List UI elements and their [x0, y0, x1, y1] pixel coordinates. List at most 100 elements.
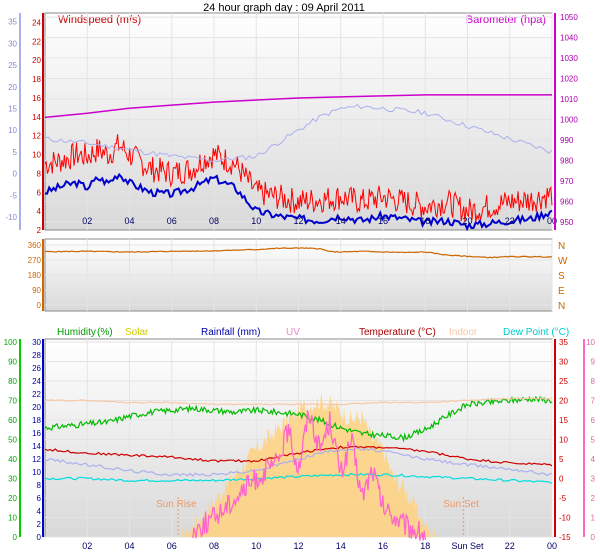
uv-tick-label: 3	[591, 475, 596, 484]
temperature-tick-label: -15	[559, 533, 571, 542]
wind-baro-grid	[45, 13, 553, 230]
compass-label: N	[558, 241, 565, 252]
wind-baro-series-average	[44, 172, 553, 232]
sun-rise-label: Sun Rise	[156, 499, 197, 510]
multi-header-label: Solar	[125, 327, 149, 338]
rainfall-tick-label: 24	[32, 377, 41, 386]
humidity-tick-label: 70	[8, 397, 17, 406]
multi-x-tick-label: 14	[336, 541, 346, 551]
multi-header-label: Temperature (°C)	[359, 327, 436, 338]
multi-header-label: UV	[286, 327, 300, 338]
wind-baro-series	[44, 94, 553, 232]
temperature-tick-label: -10	[559, 514, 571, 523]
temperature-tick-label: 0	[559, 475, 564, 484]
humidity-tick-label: 60	[8, 416, 17, 425]
wind-baro-x-tick-label: 20	[462, 216, 472, 226]
barometer-tick-label: 990	[560, 136, 574, 145]
temperature-tick-label: 15	[559, 416, 568, 425]
windspeed-tick-label: 24	[32, 18, 41, 27]
barometer-tick-label: 1010	[560, 95, 578, 104]
temperature-tick-label: 20	[559, 397, 568, 406]
uv-tick-label: 4	[591, 455, 596, 464]
multi-header-label: Dew Point (°C)	[503, 327, 569, 338]
rainfall-tick-label: 4	[37, 507, 42, 516]
outer-temp-tick-label: 0	[13, 170, 18, 179]
multi-x-tick-label: Sun Set	[451, 541, 484, 551]
barometer-tick-label: 970	[560, 177, 574, 186]
humidity-tick-label: 0	[13, 533, 18, 542]
outer-temp-tick-label: 20	[8, 83, 17, 92]
humidity-tick-label: 10	[8, 514, 17, 523]
outer-temp-tick-label: 5	[13, 148, 18, 157]
wind-baro-x-tick-label: 16	[378, 216, 388, 226]
uv-tick-label: 1	[591, 514, 596, 523]
barometer-label: Barometer (hpa)	[466, 14, 546, 26]
uv-tick-label: 2	[591, 494, 596, 503]
uv-tick-label: 7	[591, 397, 596, 406]
multi-x-tick-label: 08	[209, 541, 219, 551]
multi-x-tick-label: 02	[82, 541, 92, 551]
windspeed-tick-label: 14	[32, 113, 41, 122]
wind-baro-x-tick-label: 18	[420, 216, 430, 226]
barometer-tick-label: 1020	[560, 75, 578, 84]
barometer-tick-label: 1050	[560, 13, 578, 22]
multi-header-label: Humidity	[57, 327, 96, 338]
multi-series-uv	[192, 410, 426, 541]
rainfall-tick-label: 10	[32, 468, 41, 477]
multi-x-tick-label: 16	[378, 541, 388, 551]
windspeed-tick-label: 10	[32, 151, 41, 160]
windspeed-tick-label: 22	[32, 37, 41, 46]
compass-label: S	[558, 271, 565, 282]
rainfall-tick-label: 16	[32, 429, 41, 438]
graph-title: 24 hour graph day : 09 April 2011	[203, 2, 365, 14]
sun-set-label: Sun Set	[443, 499, 479, 510]
barometer-tick-label: 980	[560, 156, 574, 165]
rainfall-tick-label: 0	[37, 533, 42, 542]
multi-x-tick-label: 18	[420, 541, 430, 551]
wind-baro-x-tick-label: 02	[82, 216, 92, 226]
barometer-tick-label: 1030	[560, 54, 578, 63]
multi-header-label: (%)	[97, 327, 113, 338]
wind-baro-series-gust	[44, 134, 553, 223]
outer-temp-tick-label: 15	[8, 104, 17, 113]
wind-baro-x-tick-label: 12	[293, 216, 303, 226]
multi-series-outer	[44, 447, 553, 477]
multi-header-labels: Humidity (%) Solar Rainfall (mm) UV Temperatu…	[57, 327, 569, 338]
rainfall-tick-label: 8	[37, 481, 42, 490]
uv-tick-label: 9	[591, 358, 596, 367]
temperature-tick-label: -5	[559, 494, 567, 503]
multi-x-tick-label: 10	[251, 541, 261, 551]
rainfall-tick-label: 26	[32, 364, 41, 373]
outer-temp-tick-label: 35	[8, 18, 17, 27]
multi-header-label: Rainfall (mm)	[201, 327, 260, 338]
humidity-tick-label: 40	[8, 455, 17, 464]
uv-tick-label: 6	[591, 416, 596, 425]
wind-direction-tick-label: 0	[37, 301, 42, 310]
outer-temp-tick-label: -10	[5, 213, 17, 222]
solar-area	[182, 392, 436, 537]
multi-series-dew_point	[44, 472, 553, 485]
rainfall-tick-label: 18	[32, 416, 41, 425]
multi-series-indoor	[44, 397, 553, 406]
humidity-tick-label: 50	[8, 436, 17, 445]
humidity-tick-label: 90	[8, 358, 17, 367]
compass-label: N	[558, 301, 565, 312]
outer-temp-tick-label: -5	[10, 191, 18, 200]
multi-x-tick-label: 04	[124, 541, 134, 551]
rainfall-tick-label: 6	[37, 494, 42, 503]
humidity-tick-label: 30	[8, 475, 17, 484]
rainfall-tick-label: 2	[37, 520, 42, 529]
multi-series-humidity	[44, 395, 553, 443]
wind-direction-series-direction	[44, 247, 553, 259]
wind-direction-grid	[45, 239, 553, 311]
temperature-tick-label: 30	[559, 358, 568, 367]
multi-header-label: Indoor	[449, 327, 478, 338]
multi-x-tick-label: 22	[505, 541, 515, 551]
uv-tick-label: 8	[591, 377, 596, 386]
humidity-tick-label: 100	[4, 338, 18, 347]
wind-baro-x-tick-label: 14	[336, 216, 346, 226]
humidity-tick-label: 20	[8, 494, 17, 503]
windspeed-tick-label: 18	[32, 75, 41, 84]
